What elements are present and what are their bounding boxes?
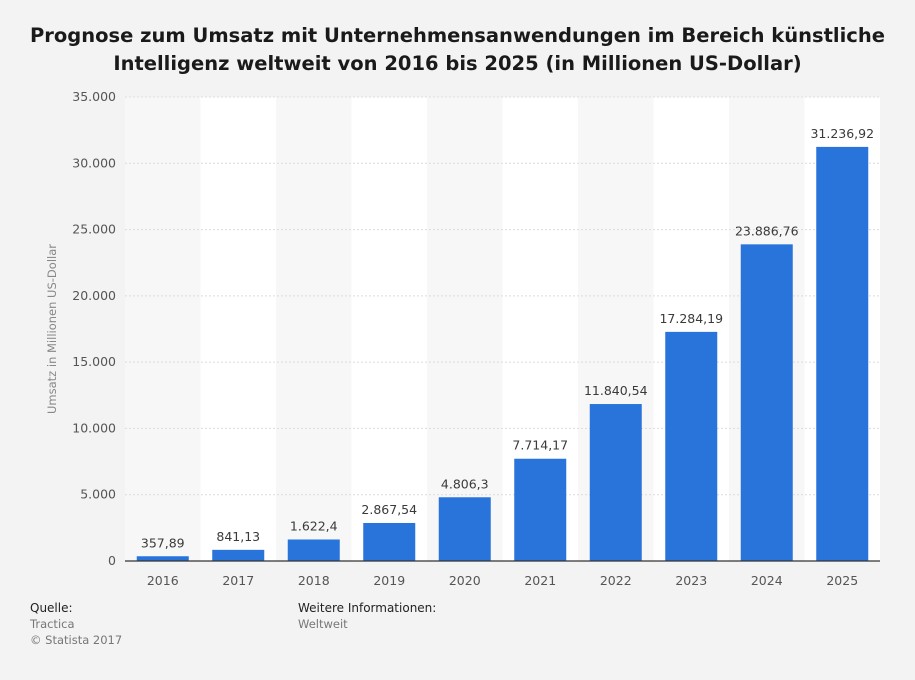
bar-2024: [740, 244, 793, 561]
x-tick-label: 2025: [826, 573, 858, 588]
value-label: 31.236,92: [810, 126, 874, 141]
y-tick-label: 25.000: [72, 222, 116, 237]
copyright: © Statista 2017: [30, 633, 123, 647]
x-axis-ticks: 2016 2017 2018 2019 2020 2021 2022 2023 2024 2025: [147, 573, 858, 588]
chart-title-line-1: Prognose zum Umsatz mit Unternehmensanwe…: [30, 24, 885, 47]
bar-2021: [514, 458, 567, 561]
bar-2025: [816, 146, 869, 561]
bar-2019: [363, 522, 416, 561]
x-tick-label: 2017: [222, 573, 254, 588]
value-label: 841,13: [216, 529, 260, 544]
category-band: [276, 97, 352, 561]
value-label: 17.284,19: [659, 311, 723, 326]
bar-2022: [589, 404, 642, 561]
chart-title: Prognose zum Umsatz mit Unternehmensanwe…: [0, 22, 915, 78]
bars: [136, 146, 869, 561]
bar-2016: [136, 556, 189, 561]
bar-2017: [212, 549, 265, 561]
y-tick-label: 35.000: [72, 89, 116, 104]
x-tick-label: 2024: [751, 573, 783, 588]
y-tick-label: 10.000: [72, 420, 116, 435]
info-label: Weitere Informationen:: [298, 601, 437, 615]
x-tick-label: 2021: [524, 573, 556, 588]
y-tick-label: 20.000: [72, 288, 116, 303]
value-labels: 357,89 841,13 1.622,4 2.867,54 4.806,3 7.714,…: [141, 126, 874, 550]
source-label: Quelle:: [30, 601, 73, 615]
value-label: 357,89: [141, 535, 185, 550]
x-tick-label: 2016: [147, 573, 179, 588]
y-tick-label: 5.000: [80, 487, 116, 502]
x-tick-label: 2019: [373, 573, 405, 588]
value-label: 7.714,17: [512, 438, 568, 453]
bar-2020: [438, 497, 491, 561]
value-label: 1.622,4: [290, 518, 338, 533]
x-tick-label: 2020: [449, 573, 481, 588]
x-tick-label: 2022: [600, 573, 632, 588]
source-value: Tractica: [30, 617, 75, 631]
category-band: [427, 97, 503, 561]
info-block: Weitere Informationen: Weltweit: [298, 600, 436, 632]
info-value: Weltweit: [298, 617, 348, 631]
category-band: [351, 97, 427, 561]
y-tick-label: 15.000: [72, 354, 116, 369]
y-axis-ticks: 0 5.000 10.000 15.000 20.000 25.000 30.000 35.0…: [72, 89, 116, 568]
y-tick-label: 30.000: [72, 155, 116, 170]
value-label: 2.867,54: [361, 502, 417, 517]
y-axis-label: Umsatz in Millionen US-Dollar: [45, 244, 59, 414]
chart-title-line-2: Intelligenz weltweit von 2016 bis 2025 (…: [113, 52, 802, 75]
y-tick-label: 0: [108, 553, 116, 568]
x-tick-label: 2018: [298, 573, 330, 588]
category-band: [200, 97, 276, 561]
value-label: 23.886,76: [735, 223, 799, 238]
bar-2023: [665, 331, 718, 561]
source-block: Quelle: Tractica © Statista 2017: [30, 600, 122, 648]
bar-2018: [287, 539, 340, 561]
value-label: 11.840,54: [584, 383, 648, 398]
category-band: [125, 97, 201, 561]
x-tick-label: 2023: [675, 573, 707, 588]
bar-chart: 0 5.000 10.000 15.000 20.000 25.000 30.000 35.0…: [45, 89, 880, 588]
value-label: 4.806,3: [441, 476, 489, 491]
